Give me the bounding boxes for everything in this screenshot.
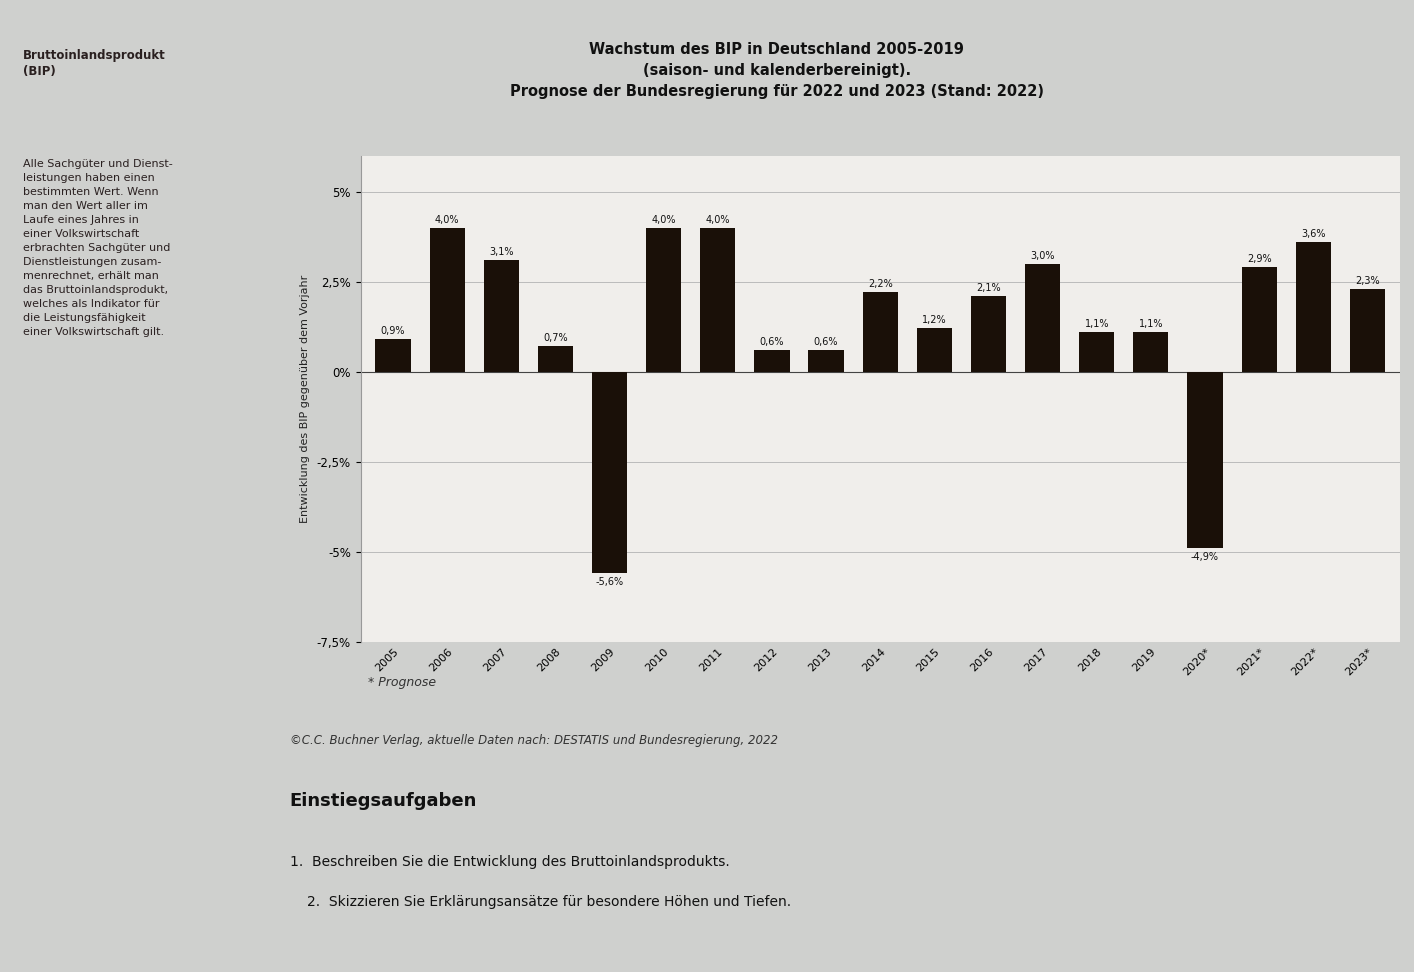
Text: * Prognose: * Prognose (368, 676, 436, 688)
Text: 1.  Beschreiben Sie die Entwicklung des Bruttoinlandsprodukts.: 1. Beschreiben Sie die Entwicklung des B… (290, 855, 730, 869)
Text: ©C.C. Buchner Verlag, aktuelle Daten nach: DESTATIS und Bundesregierung, 2022: ©C.C. Buchner Verlag, aktuelle Daten nac… (290, 734, 778, 746)
Bar (1188, 371, 1223, 548)
Text: 0,6%: 0,6% (759, 337, 785, 347)
Text: Wachstum des BIP in Deutschland 2005-2019
(saison- und kalenderbereinigt).
Progn: Wachstum des BIP in Deutschland 2005-201… (509, 42, 1044, 99)
Bar (646, 227, 682, 371)
Text: 3,1%: 3,1% (489, 247, 513, 257)
Text: 3,0%: 3,0% (1031, 251, 1055, 260)
Bar (376, 339, 410, 371)
Text: 1,1%: 1,1% (1138, 319, 1164, 330)
Bar (592, 371, 628, 573)
Bar (430, 227, 465, 371)
Text: -5,6%: -5,6% (595, 577, 624, 587)
Text: 4,0%: 4,0% (706, 215, 730, 225)
Bar (1133, 331, 1168, 371)
Bar (809, 350, 844, 371)
Bar (754, 350, 789, 371)
Text: 2,9%: 2,9% (1247, 255, 1271, 264)
Bar (537, 346, 573, 371)
Bar (971, 295, 1007, 371)
Bar (484, 260, 519, 371)
Bar (700, 227, 735, 371)
Bar (863, 293, 898, 371)
Text: 1,2%: 1,2% (922, 316, 946, 326)
Text: 0,7%: 0,7% (543, 333, 568, 343)
Text: 4,0%: 4,0% (436, 215, 460, 225)
Text: 0,9%: 0,9% (380, 327, 406, 336)
Text: 4,0%: 4,0% (652, 215, 676, 225)
Text: 2,3%: 2,3% (1355, 276, 1380, 286)
Text: Einstiegsaufgaben: Einstiegsaufgaben (290, 792, 478, 811)
Y-axis label: Entwicklung des BIP gegenüber dem Vorjahr: Entwicklung des BIP gegenüber dem Vorjah… (300, 274, 310, 523)
Bar (1295, 242, 1331, 371)
Text: 3,6%: 3,6% (1301, 229, 1325, 239)
Text: 2,2%: 2,2% (868, 279, 892, 290)
Bar (1241, 267, 1277, 371)
Text: -4,9%: -4,9% (1191, 552, 1219, 562)
Bar (1079, 331, 1114, 371)
Text: 2,1%: 2,1% (976, 283, 1001, 293)
Text: 0,6%: 0,6% (814, 337, 839, 347)
Text: 1,1%: 1,1% (1085, 319, 1109, 330)
Text: 2.  Skizzieren Sie Erklärungsansätze für besondere Höhen und Tiefen.: 2. Skizzieren Sie Erklärungsansätze für … (307, 895, 790, 909)
Bar (1350, 289, 1384, 371)
Bar (1025, 263, 1060, 371)
Bar (916, 329, 952, 371)
Text: Alle Sachgüter und Dienst-
leistungen haben einen
bestimmten Wert. Wenn
man den : Alle Sachgüter und Dienst- leistungen ha… (23, 159, 173, 337)
Text: Bruttoinlandsprodukt
(BIP): Bruttoinlandsprodukt (BIP) (23, 49, 165, 78)
